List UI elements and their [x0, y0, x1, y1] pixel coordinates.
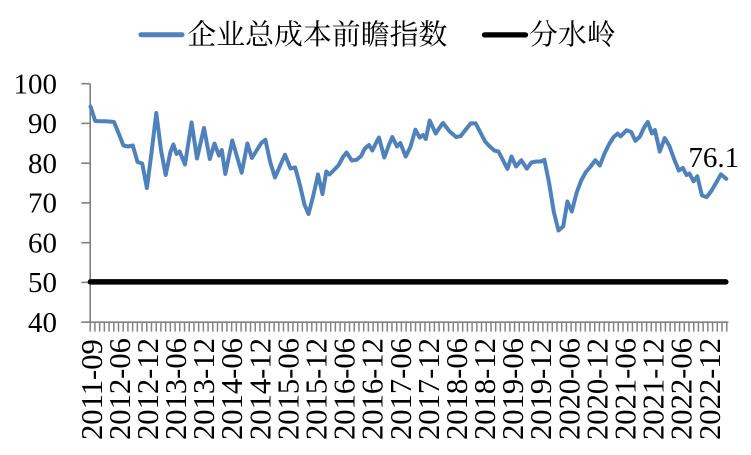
svg-text:2020-12: 2020-12 — [580, 338, 614, 440]
svg-text:2017-12: 2017-12 — [412, 338, 446, 440]
svg-text:2012-06: 2012-06 — [103, 338, 137, 440]
svg-text:2021-06: 2021-06 — [609, 338, 643, 440]
svg-text:2020-06: 2020-06 — [552, 338, 586, 440]
svg-text:2019-12: 2019-12 — [524, 338, 558, 440]
svg-text:2017-06: 2017-06 — [384, 338, 418, 440]
svg-text:2013-12: 2013-12 — [187, 338, 221, 440]
svg-text:2014-06: 2014-06 — [215, 338, 249, 440]
svg-text:2015-06: 2015-06 — [271, 338, 305, 440]
svg-text:2018-06: 2018-06 — [440, 338, 474, 440]
svg-text:70: 70 — [28, 188, 57, 220]
svg-text:2013-06: 2013-06 — [159, 338, 193, 440]
svg-text:2018-12: 2018-12 — [468, 338, 502, 440]
svg-text:60: 60 — [28, 227, 57, 259]
svg-text:40: 40 — [28, 307, 57, 339]
svg-text:50: 50 — [28, 267, 57, 299]
svg-text:2021-12: 2021-12 — [637, 338, 671, 440]
svg-text:90: 90 — [28, 108, 57, 140]
svg-text:2019-06: 2019-06 — [496, 338, 530, 440]
svg-text:2015-12: 2015-12 — [300, 338, 334, 440]
svg-text:2011-09: 2011-09 — [75, 339, 109, 440]
svg-text:80: 80 — [28, 148, 57, 180]
svg-text:2014-12: 2014-12 — [243, 338, 277, 440]
svg-text:2016-12: 2016-12 — [356, 338, 390, 440]
svg-text:2022-12: 2022-12 — [693, 338, 727, 440]
svg-text:100: 100 — [14, 68, 58, 100]
svg-text:2016-06: 2016-06 — [328, 338, 362, 440]
svg-text:2022-06: 2022-06 — [665, 338, 699, 440]
svg-text:2012-12: 2012-12 — [131, 338, 165, 440]
svg-text:76.1: 76.1 — [688, 142, 739, 174]
